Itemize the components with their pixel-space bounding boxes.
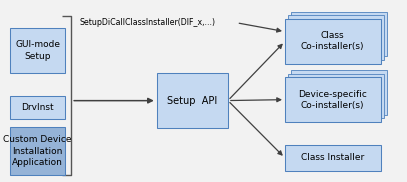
Text: SetupDiCallClassInstaller(DIF_x,...): SetupDiCallClassInstaller(DIF_x,...): [80, 18, 216, 27]
FancyBboxPatch shape: [288, 15, 384, 60]
FancyBboxPatch shape: [10, 28, 65, 73]
FancyBboxPatch shape: [10, 127, 65, 175]
FancyBboxPatch shape: [291, 12, 387, 56]
Text: Setup  API: Setup API: [167, 96, 217, 106]
Text: GUI-mode
Setup: GUI-mode Setup: [15, 40, 60, 61]
FancyBboxPatch shape: [285, 19, 381, 64]
Text: DrvInst: DrvInst: [21, 103, 54, 112]
FancyBboxPatch shape: [291, 70, 387, 115]
Text: Class Installer: Class Installer: [301, 153, 364, 162]
FancyBboxPatch shape: [285, 145, 381, 171]
Text: Custom Device
Installation
Application: Custom Device Installation Application: [3, 135, 72, 167]
Text: Device-specific
Co-installer(s): Device-specific Co-installer(s): [298, 90, 367, 110]
FancyBboxPatch shape: [288, 74, 384, 118]
Text: Class
Co-installer(s): Class Co-installer(s): [301, 31, 365, 52]
FancyBboxPatch shape: [157, 73, 228, 128]
FancyBboxPatch shape: [10, 96, 65, 119]
FancyBboxPatch shape: [285, 77, 381, 122]
